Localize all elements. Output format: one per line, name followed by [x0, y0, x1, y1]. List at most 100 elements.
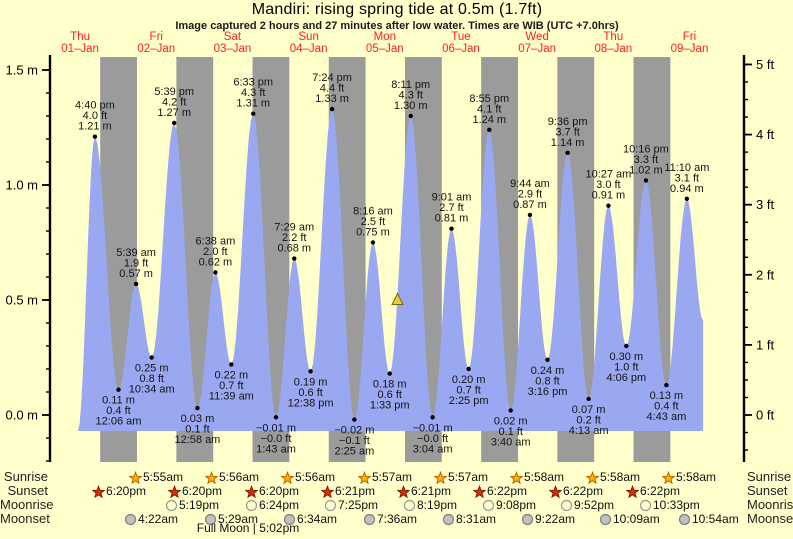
sunset-event: 6:21pm: [397, 484, 451, 498]
sunset-star-icon: [321, 484, 334, 498]
moonrise-time: 9:52pm: [574, 498, 615, 512]
moonrise-circle-icon: [165, 499, 178, 511]
sunset-event: 6:20pm: [168, 484, 222, 498]
sunrise-event: 5:58am: [586, 470, 640, 484]
sunrise-event: 5:56am: [281, 470, 335, 484]
sunset-event: 6:20pm: [92, 484, 146, 498]
low-tide-label: 0.22 m 0.7 ft 11:39 am: [209, 369, 254, 402]
high-tide-point: [643, 178, 649, 183]
sunrise-time: 5:56am: [219, 470, 260, 484]
day-label: Fri 09–Jan: [671, 31, 709, 55]
day-label: Sun 04–Jan: [290, 31, 328, 55]
sunset-event: 6:20pm: [245, 484, 299, 498]
moonset-circle-icon: [678, 513, 691, 525]
right-axis-label: 3 ft: [756, 197, 774, 212]
moonset-event: 5:29am: [204, 512, 258, 526]
low-tide-point: [586, 396, 591, 402]
low-tide-label: 0.18 m 0.6 ft 1:33 pm: [370, 379, 410, 412]
moonset-circle-icon: [599, 513, 612, 525]
low-tide-label: −0.02 m −0.1 ft 2:25 am: [334, 425, 374, 458]
day-label: Tue 06–Jan: [442, 31, 480, 55]
moonset-event: 7:36am: [363, 512, 417, 526]
astro-row-label-sunrise-left: Sunrise: [3, 469, 48, 484]
astro-row-label-moonrise-left: Moonrise: [0, 497, 54, 512]
low-tide-label: 0.02 m 0.1 ft 3:40 am: [491, 415, 531, 448]
sunset-event: 6:22pm: [549, 484, 603, 498]
astro-row-label-moonset-left: Moonset: [0, 511, 50, 526]
moonrise-time: 5:19pm: [179, 498, 220, 512]
low-tide-label: 0.25 m 0.8 ft 10:34 am: [129, 363, 175, 396]
moonrise-time: 10:33pm: [653, 498, 700, 512]
high-tide-point: [408, 113, 413, 119]
moonset-event: 6:34am: [283, 512, 337, 526]
high-tide-point: [133, 281, 139, 287]
sunset-star-icon: [626, 484, 639, 498]
full-moon-note: Full Moon | 5:02pm: [196, 521, 300, 535]
moonrise-time: 6:24pm: [259, 498, 300, 512]
low-tide-point: [664, 382, 669, 388]
sunset-time: 6:22pm: [563, 484, 604, 498]
high-tide-point: [527, 212, 533, 218]
sunrise-time: 5:57am: [372, 470, 413, 484]
low-tide-point: [352, 417, 357, 422]
moonset-time: 6:34am: [297, 512, 338, 526]
high-tide-label: 7:29 am 2.2 ft 0.68 m: [274, 222, 314, 255]
moonset-circle-icon: [363, 513, 376, 525]
moonset-time: 10:54am: [692, 512, 739, 526]
low-tide-point: [430, 415, 435, 420]
moonset-event: 8:31am: [442, 512, 496, 526]
sunrise-time: 5:56am: [295, 470, 336, 484]
low-tide-label: −0.01 m −0.0 ft 1:43 am: [256, 422, 296, 455]
astro-row-label-sunrise-right: Sunrise: [747, 469, 792, 484]
moonset-time: 7:36am: [377, 512, 418, 526]
moonrise-event: 8:19pm: [403, 498, 457, 512]
moonrise-circle-icon: [245, 499, 258, 511]
low-tide-point: [195, 405, 200, 411]
sunrise-time: 5:58am: [600, 470, 641, 484]
moonset-circle-icon: [124, 513, 137, 525]
moonrise-circle-icon: [639, 499, 652, 511]
sunrise-event: 5:57am: [434, 470, 488, 484]
sunrise-star-icon: [281, 470, 294, 484]
high-tide-label: 9:01 am 2.7 ft 0.81 m: [432, 192, 472, 225]
sunset-star-icon: [92, 484, 105, 498]
left-axis-label: 0.5 m: [5, 293, 38, 308]
sunset-event: 6:21pm: [321, 484, 375, 498]
low-tide-point: [308, 369, 313, 374]
sunset-star-icon: [397, 484, 410, 498]
low-tide-label: 0.24 m 0.8 ft 3:16 pm: [528, 365, 568, 398]
sunrise-time: 5:55am: [143, 470, 184, 484]
capture-marker-triangle: [391, 292, 404, 305]
moonrise-event: 5:19pm: [165, 498, 219, 512]
sunset-time: 6:21pm: [335, 484, 376, 498]
sunset-star-icon: [168, 484, 181, 498]
high-tide-label: 7:24 pm 4.4 ft 1.33 m: [312, 72, 352, 105]
moonrise-circle-icon: [482, 499, 495, 511]
astro-row-label-sunset-left: Sunset: [7, 483, 48, 498]
high-tide-label: 9:44 am 2.9 ft 0.87 m: [510, 178, 550, 211]
left-axis-label: 0.0 m: [5, 408, 38, 423]
right-axis-label: 5 ft: [756, 57, 774, 72]
high-tide-label: 10:16 pm 3.3 ft 1.02 m: [623, 143, 669, 176]
moonrise-time: 7:25pm: [338, 498, 379, 512]
day-label: Thu 08–Jan: [594, 31, 632, 55]
moonset-event: 10:54am: [678, 512, 739, 526]
high-tide-label: 4:40 pm 4.0 ft 1.21 m: [75, 100, 115, 133]
sunset-time: 6:20pm: [182, 484, 223, 498]
low-tide-point: [508, 408, 513, 413]
sunrise-event: 5:58am: [510, 470, 564, 484]
moonrise-circle-icon: [324, 499, 337, 511]
high-tide-label: 5:39 pm 4.2 ft 1.27 m: [154, 86, 194, 119]
moonset-time: 9:22am: [535, 512, 576, 526]
astro-row-label-moonset-right: Moonset: [747, 511, 793, 526]
page-title: Mandiri: rising spring tide at 0.5m (1.7…: [251, 1, 543, 18]
right-axis-label: 4 ft: [756, 127, 774, 142]
sunrise-event: 5:57am: [358, 470, 412, 484]
moonset-circle-icon: [283, 513, 296, 525]
sunrise-star-icon: [586, 470, 599, 484]
moonrise-event: 6:24pm: [245, 498, 299, 512]
high-tide-label: 8:55 pm 4.1 ft 1.24 m: [469, 93, 509, 126]
low-tide-label: 0.07 m 0.2 ft 4:13 am: [569, 404, 609, 437]
